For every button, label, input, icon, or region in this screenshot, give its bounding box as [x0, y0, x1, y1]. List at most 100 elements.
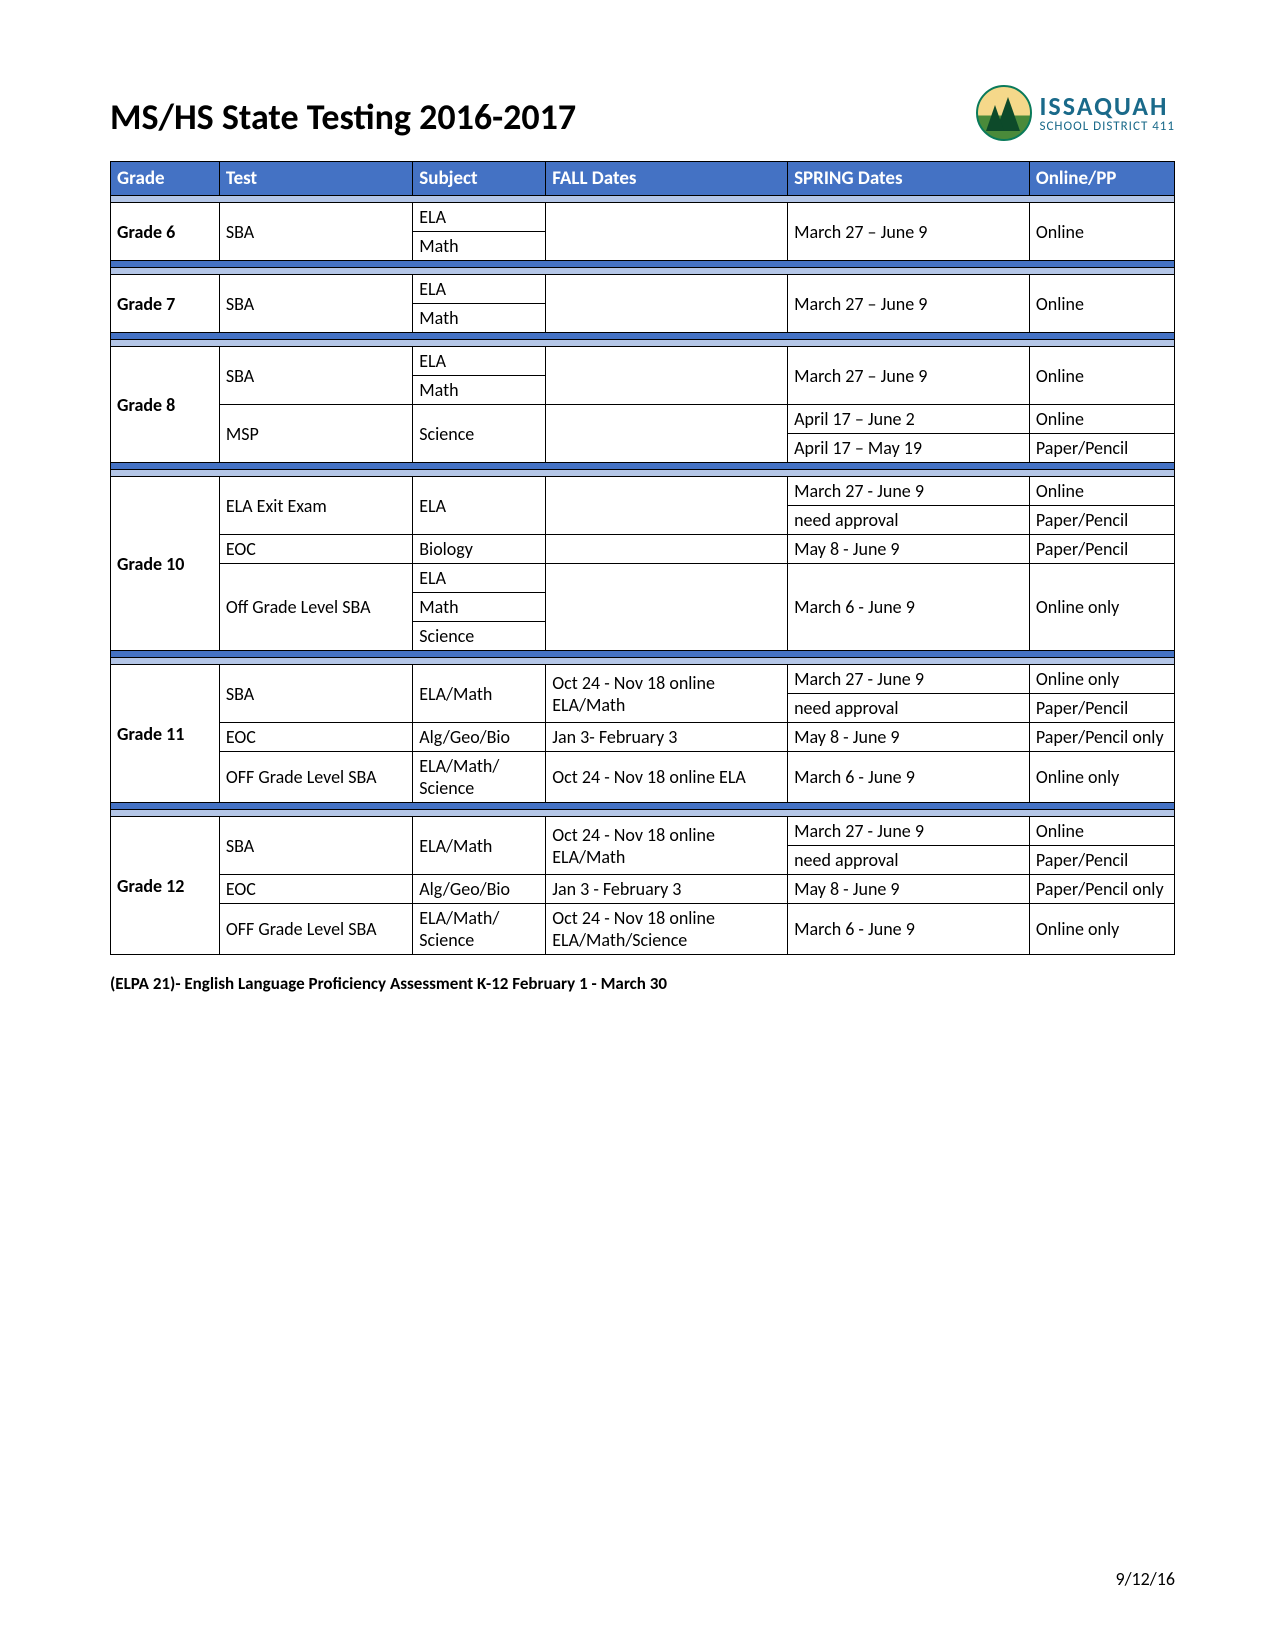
sep [111, 651, 1175, 658]
cell-subject: Math [413, 376, 546, 405]
cell-fall: Oct 24 - Nov 18 online ELA/Math [546, 817, 788, 875]
cell-spring: May 8 - June 9 [788, 875, 1030, 904]
cell-subject: ELA [413, 477, 546, 535]
cell-test: SBA [219, 665, 412, 723]
cell-subject: ELA [413, 275, 546, 304]
sep [111, 333, 1175, 340]
col-grade: Grade [111, 162, 220, 196]
cell-fall [546, 564, 788, 651]
cell-spring: March 27 – June 9 [788, 347, 1030, 405]
cell-test: SBA [219, 817, 412, 875]
sep [111, 463, 1175, 470]
cell-fall: Oct 24 - Nov 18 online ELA/Math [546, 665, 788, 723]
cell-test: SBA [219, 347, 412, 405]
cell-subject: ELA/Math [413, 665, 546, 723]
cell-test: SBA [219, 275, 412, 333]
cell-mode: Paper/Pencil [1029, 506, 1174, 535]
cell-subject: ELA/Math [413, 817, 546, 875]
table-row: EOC Alg/Geo/Bio Jan 3 - February 3 May 8… [111, 875, 1175, 904]
cell-subject: ELA [413, 203, 546, 232]
cell-fall: Jan 3 - February 3 [546, 875, 788, 904]
header: MS/HS State Testing 2016-2017 ISSAQUAH S… [110, 95, 1175, 141]
logo-text: ISSAQUAH SCHOOL DISTRICT 411 [1040, 93, 1176, 134]
cell-mode: Online only [1029, 665, 1174, 694]
cell-spring: March 27 - June 9 [788, 477, 1030, 506]
col-mode: Online/PP [1029, 162, 1174, 196]
cell-fall: Oct 24 - Nov 18 online ELA/Math/Science [546, 904, 788, 955]
subsep [111, 196, 1175, 203]
cell-test: OFF Grade Level SBA [219, 752, 412, 803]
cell-test: ELA Exit Exam [219, 477, 412, 535]
table-row: OFF Grade Level SBA ELA/Math/ Science Oc… [111, 904, 1175, 955]
cell-mode: Online [1029, 203, 1174, 261]
cell-mode: Paper/Pencil [1029, 694, 1174, 723]
cell-grade: Grade 8 [111, 347, 220, 463]
cell-test: SBA [219, 203, 412, 261]
cell-spring: March 6 - June 9 [788, 752, 1030, 803]
cell-grade: Grade 7 [111, 275, 220, 333]
page: MS/HS State Testing 2016-2017 ISSAQUAH S… [0, 0, 1275, 994]
cell-mode: Online [1029, 347, 1174, 405]
cell-grade: Grade 10 [111, 477, 220, 651]
cell-fall [546, 535, 788, 564]
table-row: EOC Alg/Geo/Bio Jan 3- February 3 May 8 … [111, 723, 1175, 752]
cell-spring-highlight: need approval [788, 694, 1030, 723]
cell-subject: Biology [413, 535, 546, 564]
logo: ISSAQUAH SCHOOL DISTRICT 411 [976, 85, 1176, 141]
cell-subject: Math [413, 593, 546, 622]
cell-subject: ELA/Math/ Science [413, 904, 546, 955]
testing-table: Grade Test Subject FALL Dates SPRING Dat… [110, 161, 1175, 955]
table-row: Grade 10 ELA Exit Exam ELA March 27 - Ju… [111, 477, 1175, 506]
cell-spring: April 17 – May 19 [788, 434, 1030, 463]
table-row: OFF Grade Level SBA ELA/Math/ Science Oc… [111, 752, 1175, 803]
cell-spring-highlight: need approval [788, 846, 1030, 875]
page-title: MS/HS State Testing 2016-2017 [110, 95, 576, 139]
cell-fall [546, 275, 788, 333]
cell-spring: March 27 - June 9 [788, 665, 1030, 694]
cell-subject: Science [413, 405, 546, 463]
table-row: EOC Biology May 8 - June 9 Paper/Pencil [111, 535, 1175, 564]
cell-fall [546, 347, 788, 405]
cell-spring: March 6 - June 9 [788, 904, 1030, 955]
cell-test: MSP [219, 405, 412, 463]
cell-mode: Online only [1029, 752, 1174, 803]
cell-fall [546, 477, 788, 535]
sep [111, 261, 1175, 268]
table-row: Grade 11 SBA ELA/Math Oct 24 - Nov 18 on… [111, 665, 1175, 694]
table-row: Grade 8 SBA ELA March 27 – June 9 Online [111, 347, 1175, 376]
sep [111, 803, 1175, 810]
subsep [111, 470, 1175, 477]
cell-fall: Jan 3- February 3 [546, 723, 788, 752]
cell-spring: May 8 - June 9 [788, 535, 1030, 564]
cell-fall [546, 203, 788, 261]
cell-test: EOC [219, 535, 412, 564]
cell-mode: Online [1029, 405, 1174, 434]
cell-test: EOC [219, 875, 412, 904]
cell-mode: Paper/Pencil only [1029, 723, 1174, 752]
logo-line1: ISSAQUAH [1040, 93, 1176, 119]
cell-mode: Online only [1029, 564, 1174, 651]
cell-test: EOC [219, 723, 412, 752]
cell-spring-highlight: need approval [788, 506, 1030, 535]
cell-mode: Paper/Pencil [1029, 434, 1174, 463]
cell-subject: Math [413, 304, 546, 333]
cell-subject: Science [413, 622, 546, 651]
col-fall: FALL Dates [546, 162, 788, 196]
cell-mode: Paper/Pencil [1029, 535, 1174, 564]
cell-subject: ELA/Math/ Science [413, 752, 546, 803]
col-subject: Subject [413, 162, 546, 196]
cell-mode: Paper/Pencil [1029, 846, 1174, 875]
cell-fall: Oct 24 - Nov 18 online ELA [546, 752, 788, 803]
table-row: Off Grade Level SBA ELA March 6 - June 9… [111, 564, 1175, 593]
subsep [111, 658, 1175, 665]
cell-subject: Math [413, 232, 546, 261]
cell-mode: Online [1029, 477, 1174, 506]
table-row: MSP Science April 17 – June 2 Online [111, 405, 1175, 434]
cell-grade: Grade 6 [111, 203, 220, 261]
cell-test: Off Grade Level SBA [219, 564, 412, 651]
subsep [111, 810, 1175, 817]
col-spring: SPRING Dates [788, 162, 1030, 196]
cell-mode: Online [1029, 817, 1174, 846]
cell-subject: ELA [413, 347, 546, 376]
cell-subject: Alg/Geo/Bio [413, 875, 546, 904]
